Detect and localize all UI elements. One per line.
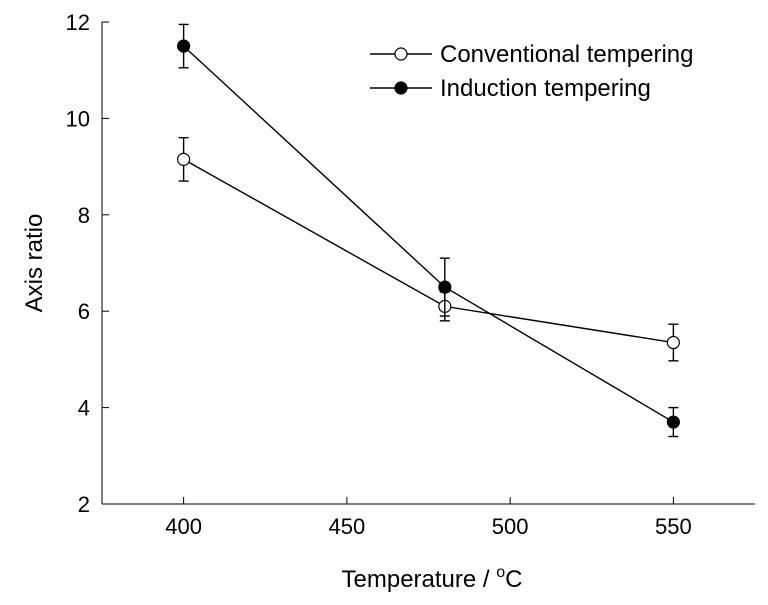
data-point [666, 335, 680, 350]
y-tick-label: 2 [78, 492, 90, 517]
series-line [183, 45, 674, 423]
data-point [666, 415, 680, 429]
data-point [438, 280, 452, 294]
x-axis-title-unit: C [505, 566, 522, 593]
x-axis-title-text: Temperature / [342, 566, 497, 593]
legend-label: Conventional tempering [440, 41, 694, 68]
ticks-layer: 2 4 6 8 10 12 400 450 500 550 [66, 10, 692, 539]
data-point [177, 39, 191, 53]
x-tick-label: 450 [329, 514, 366, 539]
series-layer [177, 23, 680, 438]
legend: Conventional tempering Induction temperin… [370, 41, 694, 102]
x-axis-title-degree: o [496, 564, 505, 581]
y-tick-label: 6 [78, 299, 90, 324]
y-tick-label: 8 [78, 203, 90, 228]
x-axis-title: Temperature / oC [342, 564, 523, 593]
series-1 [177, 136, 680, 362]
y-axis-title: Axis ratio [21, 214, 48, 313]
x-tick-label: 400 [165, 514, 202, 539]
y-tick-label: 10 [66, 106, 90, 131]
x-tick-label: 550 [655, 514, 692, 539]
legend-item: Induction tempering [370, 75, 651, 102]
series-line [183, 158, 674, 344]
legend-label: Induction tempering [440, 75, 651, 102]
legend-item: Conventional tempering [370, 41, 694, 68]
series-2 [177, 23, 680, 438]
y-tick-label: 12 [66, 10, 90, 35]
legend-marker [394, 81, 408, 95]
y-tick-label: 4 [78, 396, 90, 421]
x-tick-label: 500 [492, 514, 529, 539]
axes-layer [101, 22, 755, 505]
data-point [177, 152, 191, 166]
legend-marker [394, 47, 408, 61]
